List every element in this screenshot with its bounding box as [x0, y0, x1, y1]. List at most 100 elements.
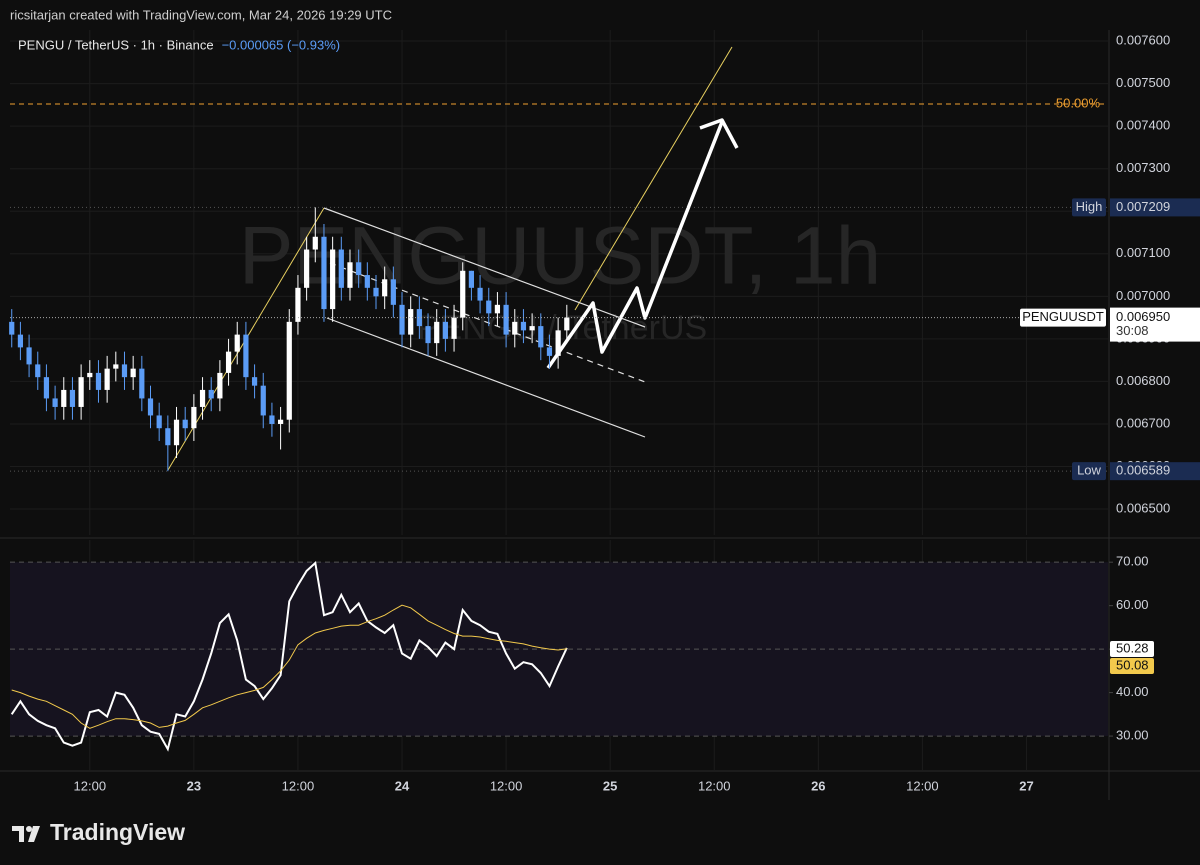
y-tick-label: 70.00	[1116, 554, 1149, 569]
candle-body	[182, 419, 188, 429]
candle-body	[312, 236, 318, 250]
candle-body	[477, 287, 483, 301]
y-tick-label: 0.007100	[1116, 245, 1170, 260]
price-change: −0.000065 (−0.93%)	[222, 37, 341, 52]
candle-body	[26, 347, 32, 365]
x-tick-label: 24	[395, 778, 410, 793]
y-tick-label: 0.007500	[1116, 75, 1170, 90]
candle-body	[260, 385, 266, 416]
candle-body	[87, 372, 93, 378]
candle-body	[113, 364, 119, 369]
candle-body	[434, 321, 440, 344]
y-tick-label: 0.006500	[1116, 500, 1170, 515]
candle-body	[373, 287, 379, 297]
candle-body	[520, 321, 527, 331]
attribution: ricsitarjan created with TradingView.com…	[10, 7, 392, 22]
x-tick-label: 26	[811, 778, 825, 793]
candle-body	[173, 419, 180, 446]
candle-body	[286, 321, 292, 420]
badge-bg	[1072, 198, 1106, 217]
logo-mark	[26, 826, 32, 832]
candle-body	[130, 368, 136, 378]
rsi-line	[10, 561, 568, 752]
x-tick-label: 23	[187, 778, 201, 793]
brand: TradingView	[50, 819, 185, 845]
candle-body	[269, 415, 275, 424]
candle-body	[225, 351, 232, 373]
candle-body	[208, 389, 214, 399]
price-line-value: 0.006589	[1116, 463, 1170, 478]
last-price-name: PENGUUSDT	[1022, 309, 1104, 324]
candle-body	[156, 415, 162, 429]
price-line-name: High	[1076, 199, 1103, 214]
trend-line	[574, 46, 733, 311]
channel-bottom	[326, 317, 646, 438]
candle-body	[503, 304, 509, 335]
candle-body	[555, 330, 561, 356]
price-line-name: Low	[1077, 463, 1101, 478]
candle-body	[442, 321, 448, 339]
x-tick-label: 12:00	[74, 778, 107, 793]
rsi-line	[11, 604, 567, 729]
brand-logo	[12, 826, 40, 842]
projection-arrow	[546, 121, 724, 369]
candle-body	[399, 304, 405, 335]
badge-bg	[1110, 658, 1154, 674]
badge-bg	[1110, 198, 1200, 217]
y-tick-label: 30.00	[1116, 728, 1149, 743]
badge-bg	[1110, 641, 1154, 657]
y-tick-label: 40.00	[1116, 684, 1149, 699]
last-value: 50.28	[1116, 640, 1149, 655]
arrow-head	[699, 118, 739, 149]
candle-body	[546, 347, 553, 356]
candle-body	[243, 334, 249, 378]
fib-label: 50.00%	[1056, 95, 1101, 110]
candle-body	[104, 368, 110, 390]
y-tick-label: 0.007300	[1116, 160, 1170, 175]
candle-body	[364, 275, 370, 288]
candle-body	[95, 372, 102, 390]
candle-body	[347, 262, 353, 288]
logo-mark	[28, 826, 40, 842]
candle-body	[9, 321, 15, 335]
candle-body	[451, 317, 457, 339]
badge-bg	[1110, 462, 1200, 481]
price-line-value: 0.007209	[1116, 199, 1170, 214]
x-tick-label: 25	[603, 778, 617, 793]
y-tick-label: 0.007000	[1116, 288, 1170, 303]
candle-body	[408, 309, 414, 335]
candle-body	[425, 326, 431, 344]
candle-body	[338, 249, 344, 288]
drawings	[167, 46, 739, 471]
candle-body	[321, 236, 327, 310]
candle-body	[468, 270, 475, 288]
candle-body	[295, 287, 301, 322]
watermark: PENGUUSDT, 1h	[239, 211, 882, 302]
badge-bg	[1020, 308, 1106, 327]
y-tick-label: 0.006800	[1116, 373, 1170, 388]
last-price-value: 0.006950	[1116, 309, 1170, 324]
candle-body	[494, 304, 501, 314]
candle-body	[121, 364, 128, 378]
candle-body	[251, 377, 258, 386]
candle-body	[61, 389, 67, 407]
candle-body	[199, 389, 206, 407]
y-tick-label: 0.007400	[1116, 118, 1170, 133]
x-tick-label: 27	[1019, 778, 1033, 793]
candle-body	[460, 270, 466, 318]
last-value: 50.08	[1116, 657, 1149, 672]
candle-body	[43, 377, 50, 399]
countdown: 30:08	[1116, 323, 1149, 338]
candle-body	[78, 377, 84, 407]
candle-body	[416, 309, 422, 327]
candle-body	[564, 317, 570, 331]
candle-body	[382, 279, 388, 297]
candle-body	[35, 364, 41, 378]
x-tick-label: 12:00	[490, 778, 523, 793]
y-tick-label: 0.007600	[1116, 32, 1170, 47]
candle-body	[512, 321, 518, 335]
candle-body	[390, 279, 396, 305]
candle-body	[234, 334, 240, 352]
candle-body	[17, 334, 24, 348]
